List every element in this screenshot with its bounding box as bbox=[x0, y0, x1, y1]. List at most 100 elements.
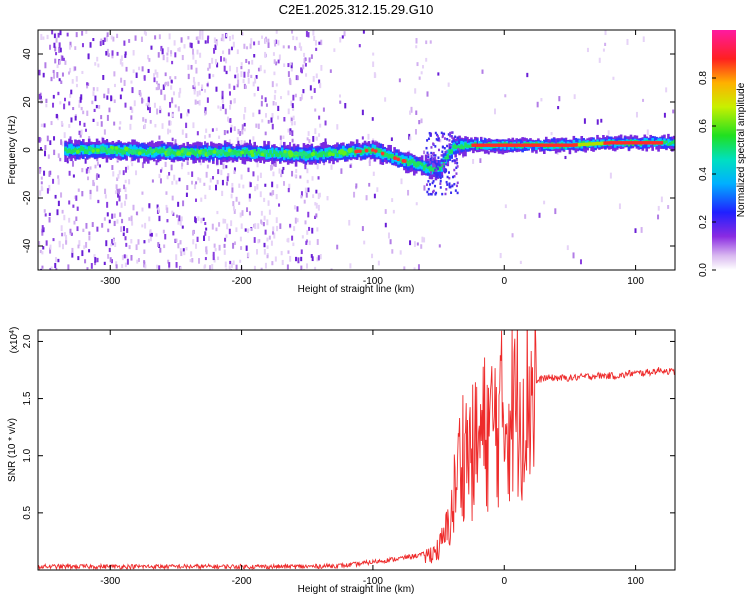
spectrogram-ridge-cell bbox=[452, 175, 455, 179]
spectrogram-ridge-cell bbox=[466, 144, 469, 148]
spectrogram-ridge-cell bbox=[369, 148, 373, 155]
spectrogram-ridge-cell bbox=[474, 142, 477, 145]
spectrogram-noise-cell bbox=[182, 200, 185, 207]
spectrogram-ridge-cell bbox=[440, 154, 443, 157]
spectrogram-noise-cell bbox=[180, 216, 183, 222]
spectrogram-noise-cell bbox=[414, 129, 417, 135]
spectrogram-noise-cell bbox=[48, 171, 51, 177]
spectrogram-noise-cell bbox=[60, 139, 63, 145]
spectrogram-noise-cell bbox=[390, 137, 393, 142]
spectrogram-ridge-cell bbox=[477, 140, 481, 146]
spectrogram-noise-cell bbox=[127, 165, 130, 170]
spectrogram-noise-cell bbox=[368, 182, 371, 187]
spectrogram-noise-cell bbox=[244, 85, 247, 89]
spectrogram-noise-cell bbox=[304, 187, 307, 194]
spectrogram-ridge-cell bbox=[257, 149, 260, 154]
spectrogram-noise-cell bbox=[48, 212, 51, 216]
spectrogram-noise-cell bbox=[58, 42, 61, 48]
spectrogram-noise-cell bbox=[118, 170, 121, 175]
spectrogram-noise-cell bbox=[242, 184, 245, 189]
spectrogram-noise-cell bbox=[241, 124, 244, 130]
spectrogram-noise-cell bbox=[305, 30, 308, 37]
spectrogram-noise-cell bbox=[602, 48, 605, 52]
spectrogram-noise-cell bbox=[175, 180, 178, 185]
spectrogram-noise-cell bbox=[241, 129, 244, 135]
spectrogram-ridge-cell bbox=[70, 149, 73, 155]
spectrogram-noise-cell bbox=[317, 255, 320, 261]
spectrogram-noise-cell bbox=[180, 37, 183, 43]
spectrogram-noise-cell bbox=[125, 254, 128, 259]
spectrogram-noise-cell bbox=[672, 109, 675, 114]
spectrogram-noise-cell bbox=[160, 89, 163, 95]
spectrogram-ridge-core bbox=[475, 143, 478, 147]
spectrogram-noise-cell bbox=[324, 138, 327, 144]
spectrogram-noise-cell bbox=[248, 193, 251, 199]
spectrogram-noise-cell bbox=[58, 60, 61, 65]
spectrogram-noise-cell bbox=[240, 174, 243, 180]
spectrogram-noise-cell bbox=[273, 59, 276, 64]
spectrogram-noise-cell bbox=[142, 117, 145, 122]
spectrogram-ridge-cell bbox=[253, 149, 256, 153]
spectrogram-ridge-cell bbox=[433, 159, 436, 162]
spectrogram-noise-cell bbox=[261, 35, 264, 39]
spectrogram-ridge-cell bbox=[426, 151, 429, 155]
spectrogram-noise-cell bbox=[171, 60, 174, 65]
spectrogram-noise-cell bbox=[414, 88, 417, 94]
spectrogram-noise-cell bbox=[626, 38, 629, 45]
spectrogram-ridge-cell bbox=[434, 184, 437, 188]
spectrogram-noise-cell bbox=[263, 248, 266, 255]
colorbar-gradient bbox=[712, 30, 736, 270]
spectrogram-ridge-cell bbox=[432, 189, 435, 193]
spectrogram-ridge-cell bbox=[444, 156, 448, 161]
spectrogram-ridge-cell bbox=[320, 151, 323, 158]
spectrogram-noise-cell bbox=[263, 197, 266, 202]
spectrogram-ridge-cell bbox=[420, 162, 424, 167]
spectrogram-ridge-cell bbox=[143, 149, 146, 153]
spectrogram-noise-cell bbox=[272, 171, 275, 177]
spectrogram-ridge-cell bbox=[103, 147, 107, 153]
spectrogram-ridge-cell bbox=[449, 133, 452, 136]
spectrogram-noise-cell bbox=[77, 244, 80, 249]
spectrogram-noise-cell bbox=[353, 191, 356, 198]
spectrogram-noise-cell bbox=[72, 66, 75, 72]
spectrogram-noise-cell bbox=[291, 103, 294, 109]
spectrogram-noise-cell bbox=[233, 170, 236, 175]
spectrogram-noise-cell bbox=[131, 162, 134, 167]
spectrogram-noise-cell bbox=[60, 225, 63, 232]
spectrogram-noise-cell bbox=[153, 102, 156, 108]
spectrogram-noise-cell bbox=[336, 244, 339, 250]
spectrogram-noise-cell bbox=[94, 164, 97, 169]
spectrogram-ridge-cell bbox=[442, 132, 445, 136]
spectrogram-noise-cell bbox=[306, 263, 309, 269]
spectrogram-noise-cell bbox=[155, 80, 158, 85]
spectrogram-noise-cell bbox=[358, 44, 361, 48]
spectrogram-noise-cell bbox=[56, 72, 59, 78]
spectrogram-noise-cell bbox=[258, 109, 261, 115]
spectrogram-noise-cell bbox=[73, 195, 76, 199]
spectrogram-ridge-cell bbox=[437, 137, 440, 140]
spectrogram-noise-cell bbox=[315, 136, 318, 141]
spectrogram-noise-cell bbox=[53, 33, 56, 39]
spectrogram-noise-cell bbox=[96, 226, 99, 232]
spectrogram-ridge-cell bbox=[436, 138, 439, 142]
spectrogram-ridge-core bbox=[528, 143, 532, 147]
spectrogram-noise-cell bbox=[306, 230, 309, 235]
spectrogram-ridge-core bbox=[571, 143, 575, 147]
spectrogram-noise-cell bbox=[196, 49, 199, 55]
spectrogram-noise-cell bbox=[181, 54, 184, 61]
spectrogram-hotspot bbox=[355, 149, 360, 154]
spectrogram-noise-cell bbox=[267, 119, 270, 124]
spectrogram-noise-cell bbox=[189, 42, 192, 48]
spectrogram-noise-cell bbox=[243, 43, 246, 49]
spectrogram-ridge-core bbox=[510, 143, 514, 147]
spectrogram-ridge-cell bbox=[411, 158, 414, 164]
spectrogram-ridge-cell bbox=[441, 145, 444, 149]
spectrogram-noise-cell bbox=[196, 90, 199, 97]
spectrogram-ridge-cell bbox=[452, 145, 455, 149]
spectrogram-noise-cell bbox=[255, 75, 258, 79]
spectrogram-ridge-cell bbox=[439, 163, 442, 167]
spectrogram-noise-cell bbox=[312, 135, 315, 142]
spectrogram-ridge-cell bbox=[426, 139, 429, 142]
spectrogram-noise-cell bbox=[170, 51, 173, 57]
spectrogram-ridge-cell bbox=[430, 154, 433, 158]
